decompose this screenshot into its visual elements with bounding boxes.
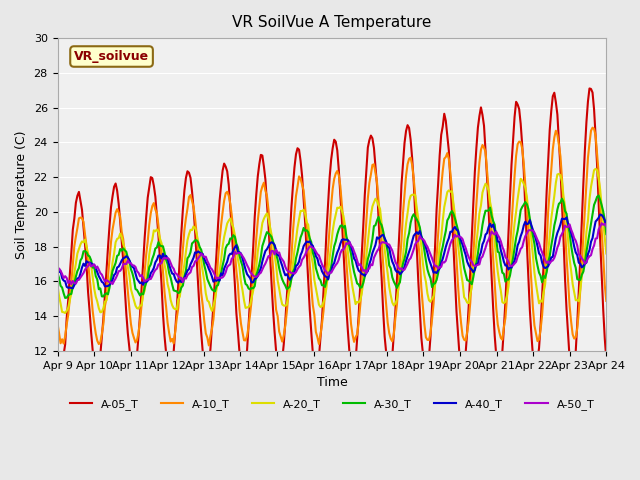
X-axis label: Time: Time xyxy=(317,376,348,389)
A-40_T xyxy=(69,285,77,291)
Line: A-20_T: A-20_T xyxy=(58,169,606,313)
Line: A-10_T: A-10_T xyxy=(58,128,606,346)
Line: A-50_T: A-50_T xyxy=(58,223,606,284)
A-40_T xyxy=(237,251,244,256)
Line: A-30_T: A-30_T xyxy=(58,195,606,298)
A-30_T xyxy=(295,241,303,247)
A-05_T xyxy=(602,356,610,362)
A-10_T xyxy=(219,209,227,215)
A-05_T xyxy=(312,372,320,378)
A-10_T xyxy=(205,343,212,348)
A-40_T xyxy=(219,272,227,278)
A-20_T xyxy=(237,279,244,285)
A-50_T xyxy=(573,243,581,249)
A-05_T xyxy=(586,85,593,91)
Line: A-40_T: A-40_T xyxy=(58,215,606,288)
Line: A-05_T: A-05_T xyxy=(58,88,606,375)
A-30_T xyxy=(122,249,130,255)
A-40_T xyxy=(295,259,303,264)
A-40_T xyxy=(246,276,254,281)
A-20_T xyxy=(219,244,227,250)
A-50_T xyxy=(295,264,303,270)
A-10_T xyxy=(246,311,254,317)
A-50_T xyxy=(602,223,610,229)
A-20_T xyxy=(592,166,600,172)
A-10_T xyxy=(573,326,581,332)
A-20_T xyxy=(61,310,69,316)
A-30_T xyxy=(219,263,227,268)
A-30_T xyxy=(595,192,602,198)
A-50_T xyxy=(237,251,244,257)
A-20_T xyxy=(295,216,303,222)
A-50_T xyxy=(219,275,227,280)
A-50_T xyxy=(54,266,61,272)
A-10_T xyxy=(237,321,244,326)
A-40_T xyxy=(596,212,604,217)
A-10_T xyxy=(121,252,129,258)
A-50_T xyxy=(246,269,254,275)
A-05_T xyxy=(244,321,252,327)
Title: VR SoilVue A Temperature: VR SoilVue A Temperature xyxy=(232,15,431,30)
A-30_T xyxy=(573,276,581,282)
A-05_T xyxy=(294,145,301,151)
A-20_T xyxy=(602,251,610,256)
A-20_T xyxy=(54,283,61,288)
Text: VR_soilvue: VR_soilvue xyxy=(74,50,149,63)
A-30_T xyxy=(246,287,254,292)
A-40_T xyxy=(122,253,130,259)
A-05_T xyxy=(217,182,225,188)
A-10_T xyxy=(589,125,596,131)
Y-axis label: Soil Temperature (C): Soil Temperature (C) xyxy=(15,130,28,259)
A-40_T xyxy=(602,223,610,228)
A-10_T xyxy=(602,298,610,304)
A-05_T xyxy=(236,348,243,354)
A-30_T xyxy=(237,258,244,264)
A-30_T xyxy=(54,271,61,276)
A-40_T xyxy=(573,252,581,258)
A-05_T xyxy=(54,358,61,363)
A-50_T xyxy=(598,220,605,226)
A-05_T xyxy=(573,321,581,327)
A-50_T xyxy=(67,281,75,287)
A-30_T xyxy=(61,295,69,301)
A-30_T xyxy=(602,231,610,237)
A-10_T xyxy=(54,321,61,326)
A-20_T xyxy=(246,301,254,307)
A-20_T xyxy=(573,297,581,303)
A-05_T xyxy=(121,286,129,291)
A-40_T xyxy=(54,265,61,271)
A-10_T xyxy=(295,173,303,179)
A-50_T xyxy=(122,261,130,267)
Legend: A-05_T, A-10_T, A-20_T, A-30_T, A-40_T, A-50_T: A-05_T, A-10_T, A-20_T, A-30_T, A-40_T, … xyxy=(65,394,598,414)
A-20_T xyxy=(122,254,130,260)
